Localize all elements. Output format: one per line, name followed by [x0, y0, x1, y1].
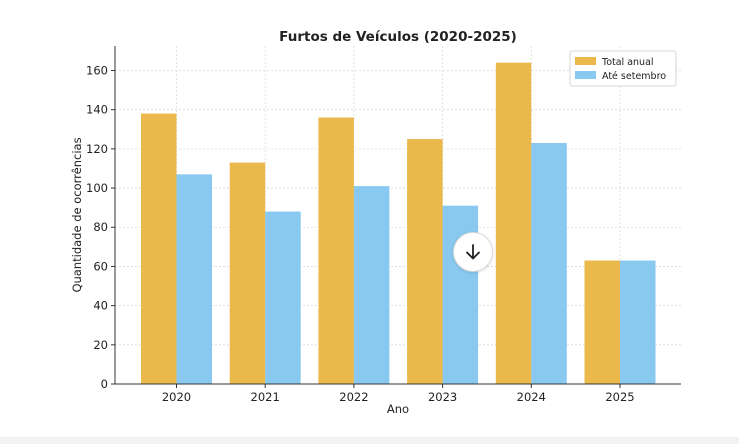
y-tick-label: 40: [93, 299, 108, 313]
y-tick-label: 0: [101, 377, 108, 391]
x-tick-label: 2025: [605, 390, 634, 404]
bar-até-setembro-2020: [176, 174, 212, 384]
arrow-down-icon: [466, 244, 480, 260]
bar-até-setembro-2024: [531, 142, 567, 384]
y-tick-label: 140: [86, 103, 108, 117]
legend-box: [569, 50, 677, 87]
bar-até-setembro-2025: [620, 260, 656, 384]
scroll-down-button[interactable]: [453, 232, 493, 272]
panel-footer-strip: [0, 437, 739, 444]
y-tick-label: 20: [93, 338, 108, 352]
legend-swatch-1: [575, 57, 596, 65]
legend-swatch-2: [575, 71, 596, 79]
bar-até-setembro-2021: [265, 211, 301, 384]
chart-title: Furtos de Veículos (2020-2025): [279, 29, 517, 45]
x-axis-title: Ano: [387, 402, 409, 416]
bar-total-anual-2021: [229, 162, 266, 384]
y-tick-label: 120: [86, 142, 108, 156]
bar-total-anual-2022: [318, 117, 354, 385]
x-tick-label: 2021: [251, 390, 280, 404]
bar-até-setembro-2022: [353, 186, 390, 384]
x-tick-label: 2022: [339, 390, 368, 404]
bar-total-anual-2023: [407, 139, 443, 384]
legend-label-2: Até setembro: [602, 71, 666, 82]
y-tick-label: 80: [93, 220, 108, 234]
x-tick-label: 2020: [162, 390, 191, 404]
x-tick-label: 2024: [517, 390, 546, 404]
y-tick-label: 60: [93, 259, 108, 273]
bar-total-anual-2020: [141, 113, 177, 384]
y-tick-label: 100: [86, 181, 108, 195]
x-tick-label: 2023: [428, 390, 457, 404]
legend-label-1: Total anual: [601, 57, 654, 68]
y-axis-title: Quantidade de ocorrências: [70, 137, 84, 292]
bar-total-anual-2025: [584, 260, 620, 384]
y-tick-label: 160: [86, 63, 108, 77]
bar-total-anual-2024: [495, 62, 532, 385]
